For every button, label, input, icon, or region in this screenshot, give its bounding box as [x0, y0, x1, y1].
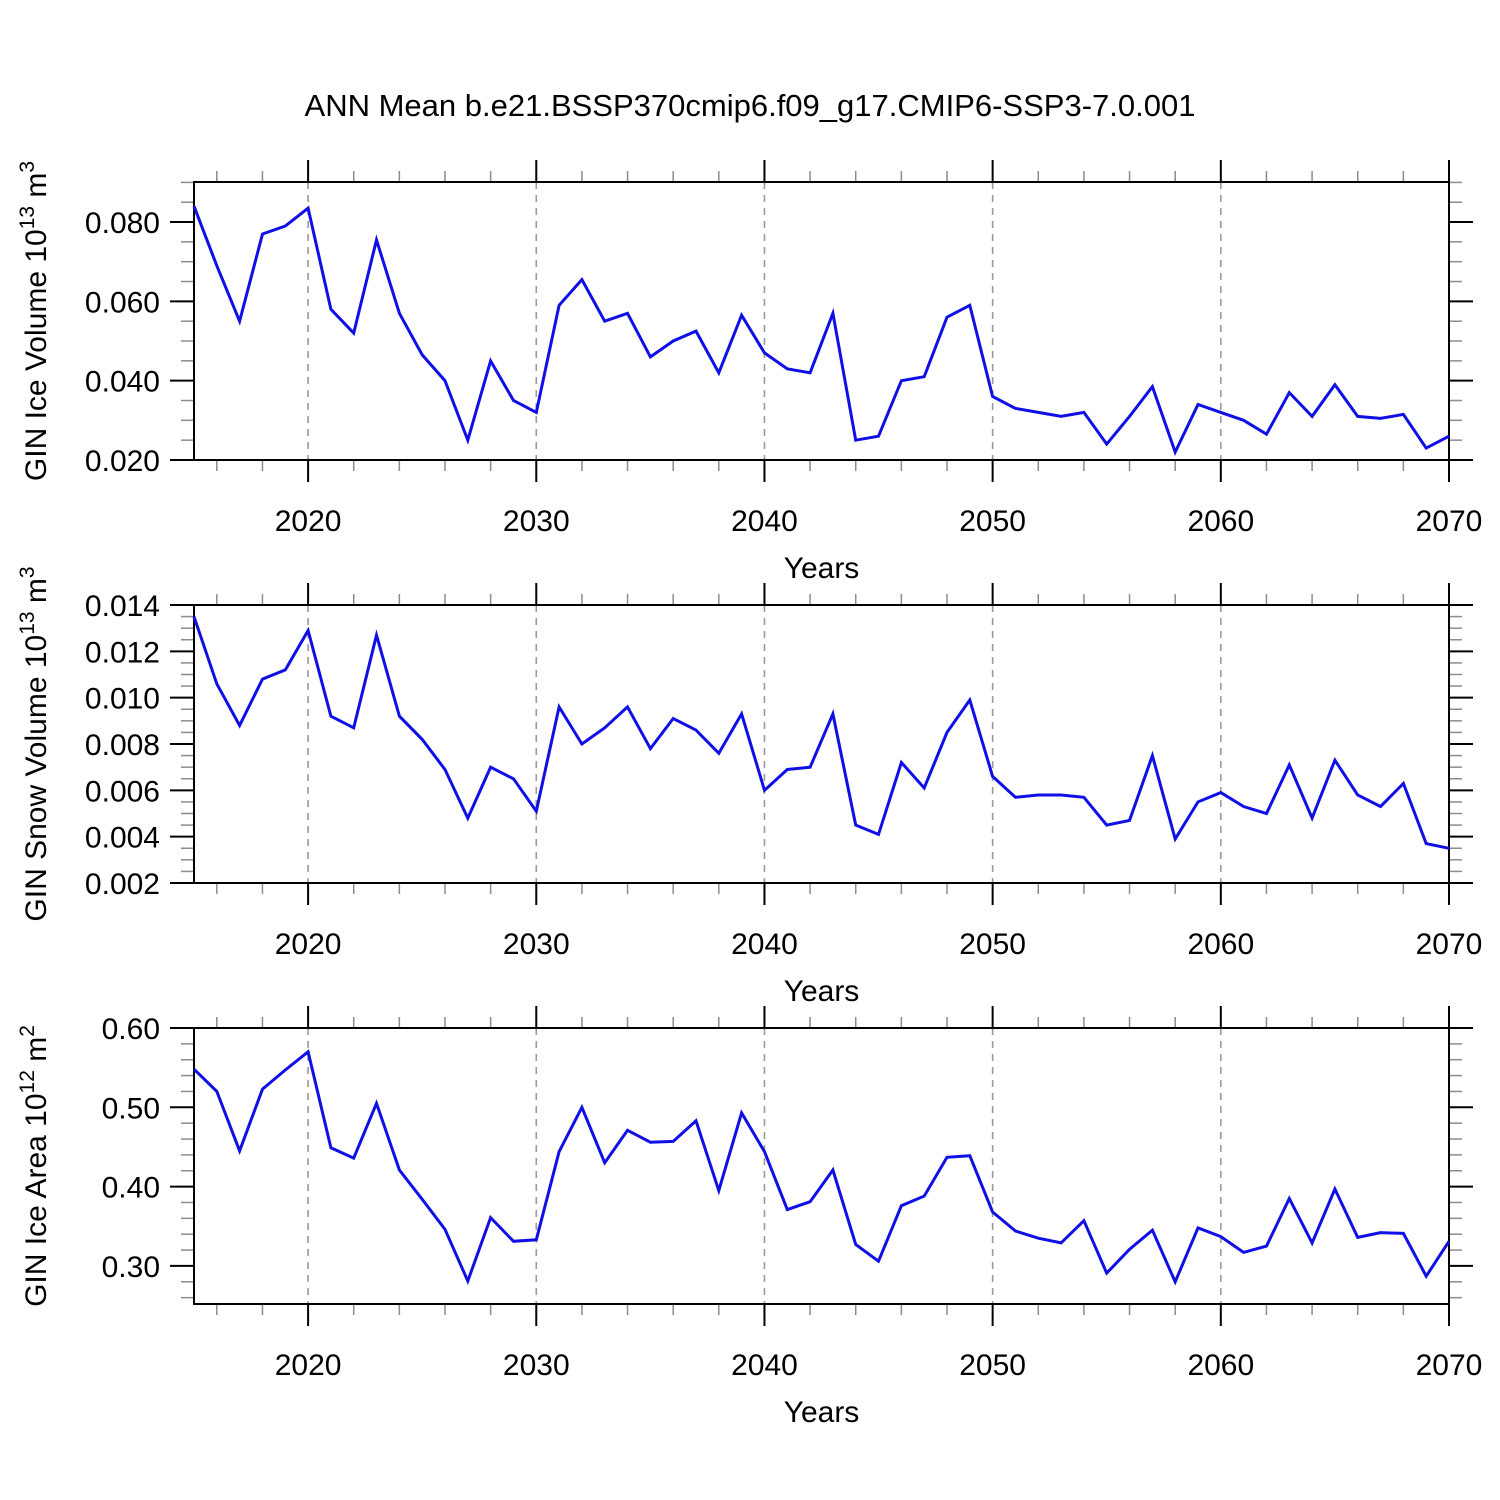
y-tick-label: 0.060	[85, 286, 160, 319]
x-tick-label: 2060	[1187, 928, 1254, 961]
x-tick-labels: 2020 2030 2040 2050 2060 2070	[275, 505, 1483, 538]
plot-frame	[193, 604, 1450, 884]
axis-ticks	[170, 583, 1473, 905]
y-tick-label: 0.010	[85, 683, 160, 716]
panel-gin-ice-volume: 2020 2030 2040 2050 2060 2070Years0.0200.0400…	[16, 160, 1482, 585]
x-tick-label: 2070	[1416, 1349, 1483, 1382]
x-tick-label: 2040	[731, 928, 798, 961]
x-tick-label: 2050	[959, 928, 1026, 961]
series-line-gin-ice-area	[192, 1049, 1451, 1286]
x-tick-label: 2060	[1187, 1349, 1254, 1382]
series-line-gin-ice-volume	[192, 205, 1450, 457]
y-tick-label: 0.014	[85, 590, 160, 623]
panel-gin-ice-area: 2020 2030 2040 2050 2060 2070 Years 0.30 0.40 0.5…	[16, 1006, 1482, 1429]
y-tick-labels: 0.30 0.40 0.50 0.60	[102, 1013, 160, 1284]
y-tick-label: 0.006	[85, 775, 160, 808]
x-axis-title: Years	[784, 1396, 860, 1429]
y-tick-label: 0.080	[85, 207, 160, 240]
x-tick-label: 2030	[503, 505, 570, 538]
y-axis-title-gin-ice-area: GIN Ice Area 1012 m2	[16, 1025, 53, 1307]
x-tick-label: 2050	[959, 1349, 1026, 1382]
y-tick-label: 0.012	[85, 636, 160, 669]
y-tick-labels: 0.020 0.040 0.060 0.080	[85, 207, 160, 478]
x-tick-labels: 2020 2030 2040 2050 2060 2070	[275, 928, 1483, 961]
axis-ticks	[170, 160, 1473, 482]
y-tick-label: 0.60	[102, 1013, 160, 1046]
y-tick-label: 0.40	[102, 1172, 160, 1205]
x-tick-label: 2040	[731, 1349, 798, 1382]
y-tick-label: 0.020	[85, 445, 160, 478]
panel-gin-snow-volume: 2020 2030 2040 2050 2060 2070Years0.0020.0040…	[16, 566, 1482, 1008]
y-tick-label: 0.002	[85, 868, 160, 901]
chart-title: ANN Mean b.e21.BSSP370cmip6.f09_g17.CMIP…	[304, 88, 1196, 123]
x-tick-label: 2070	[1416, 505, 1483, 538]
x-tick-label: 2030	[503, 1349, 570, 1382]
plot-frame	[193, 181, 1450, 461]
decade-gridlines	[307, 1028, 1222, 1304]
x-tick-label: 2040	[731, 505, 798, 538]
y-axis-title-gin-ice-volume: GIN Ice Volume 1013 m3	[16, 161, 53, 481]
series-line-gin-snow-volume	[192, 616, 1450, 850]
y-tick-label: 0.30	[102, 1251, 160, 1284]
plot-frame	[193, 1027, 1450, 1305]
x-axis-title: Years	[784, 552, 860, 585]
x-tick-label: 2020	[275, 928, 342, 961]
x-tick-label: 2020	[275, 1349, 342, 1382]
x-tick-label: 2020	[275, 505, 342, 538]
y-tick-labels: 0.002 0.004 0.006 0.008 0.010 0.012 0.014	[85, 590, 160, 901]
x-axis-title: Years	[784, 975, 860, 1008]
y-axis-title-gin-snow-volume: GIN Snow Volume 1013 m3	[16, 566, 53, 921]
x-tick-labels: 2020 2030 2040 2050 2060 2070	[275, 1349, 1483, 1382]
axis-ticks	[170, 1006, 1473, 1326]
y-tick-label: 0.008	[85, 729, 160, 762]
y-tick-label: 0.004	[85, 822, 160, 855]
x-tick-label: 2050	[959, 505, 1026, 538]
x-tick-label: 2060	[1187, 505, 1254, 538]
y-tick-label: 0.50	[102, 1092, 160, 1125]
decade-gridlines	[307, 605, 1222, 883]
x-tick-label: 2030	[503, 928, 570, 961]
decade-gridlines	[307, 182, 1222, 460]
y-tick-label: 0.040	[85, 366, 160, 399]
x-tick-label: 2070	[1416, 928, 1483, 961]
